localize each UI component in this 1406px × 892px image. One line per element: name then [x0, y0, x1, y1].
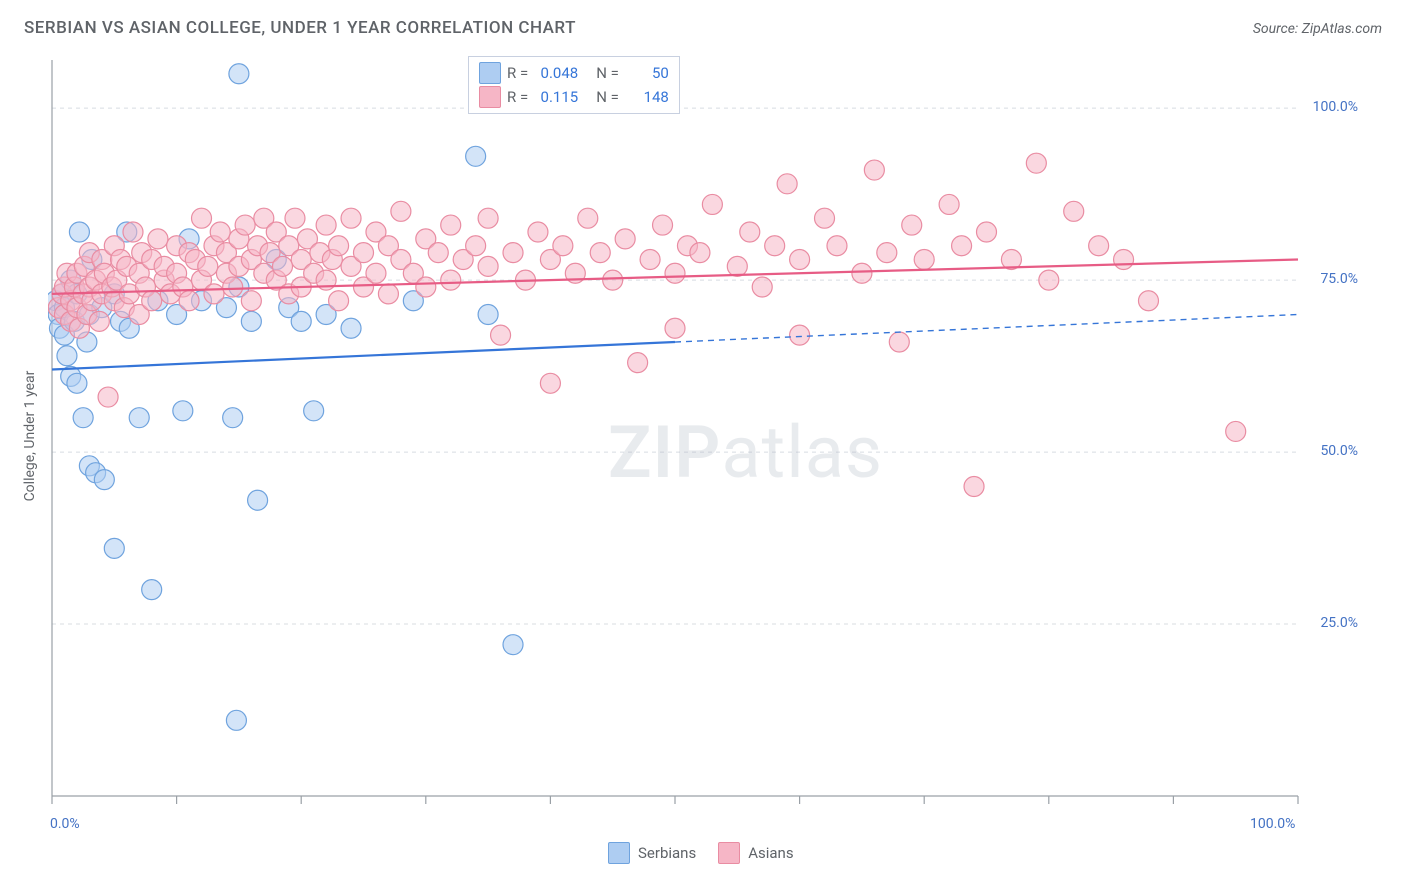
swatch-asians — [718, 842, 740, 864]
y-tick-label: 75.0% — [1320, 271, 1358, 287]
legend-series: Serbians Asians — [608, 842, 794, 864]
n-value-serbians: 50 — [625, 64, 669, 82]
source-label: Source: ZipAtlas.com — [1253, 21, 1382, 37]
legend-item-serbians: Serbians — [608, 842, 696, 864]
legend-label-asians: Asians — [748, 844, 793, 862]
y-tick-label: 25.0% — [1320, 615, 1358, 631]
y-tick-label: 100.0% — [1313, 99, 1358, 115]
swatch-serbians — [608, 842, 630, 864]
y-tick-label: 50.0% — [1320, 443, 1358, 459]
y-axis-label: College, Under 1 year — [22, 371, 38, 502]
r-label: R = — [507, 88, 528, 106]
n-label: N = — [596, 64, 619, 82]
r-value-asians: 0.115 — [534, 88, 578, 106]
legend-row-serbians: R = 0.048 N = 50 — [479, 61, 669, 85]
swatch-serbians — [479, 62, 501, 84]
legend-label-serbians: Serbians — [638, 844, 696, 862]
swatch-asians — [479, 86, 501, 108]
plot-container: ZIPatlas College, Under 1 year R = 0.048… — [48, 56, 1358, 816]
n-value-asians: 148 — [625, 88, 669, 106]
r-label: R = — [507, 64, 528, 82]
x-tick-label: 100.0% — [1250, 816, 1295, 832]
n-label: N = — [596, 88, 619, 106]
legend-row-asians: R = 0.115 N = 148 — [479, 85, 669, 109]
r-value-serbians: 0.048 — [534, 64, 578, 82]
chart-title: SERBIAN VS ASIAN COLLEGE, UNDER 1 YEAR C… — [24, 18, 576, 38]
scatter-chart — [48, 56, 1358, 816]
legend-stats: R = 0.048 N = 50 R = 0.115 N = 148 — [468, 56, 680, 114]
x-tick-label: 0.0% — [50, 816, 80, 832]
legend-item-asians: Asians — [718, 842, 793, 864]
